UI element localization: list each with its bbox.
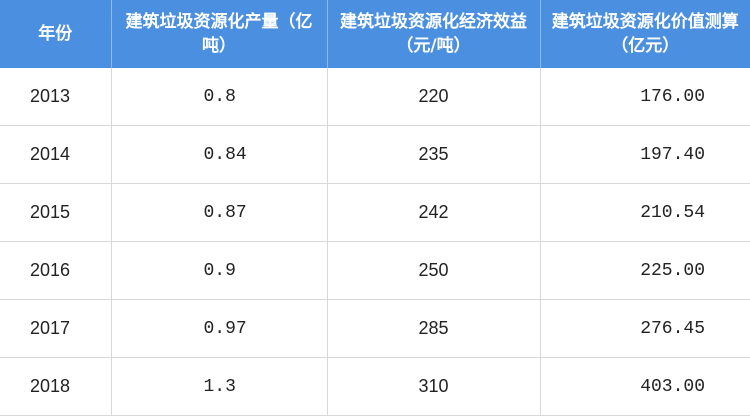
cell-output: 0.9: [111, 241, 328, 300]
table-row: 2016 0.9 250 225.00: [0, 241, 750, 300]
cell-benefit: 242: [327, 183, 541, 242]
cell-benefit: 250: [327, 241, 541, 300]
cell-benefit: 235: [327, 125, 541, 184]
cell-year: 2018: [0, 357, 112, 416]
cell-year: 2014: [0, 125, 112, 184]
cell-value: 276.45: [540, 299, 750, 358]
cell-output: 0.8: [111, 68, 328, 126]
header-year: 年份: [0, 0, 112, 68]
cell-output: 1.3: [111, 357, 328, 416]
cell-value: 197.40: [540, 125, 750, 184]
table-row: 2018 1.3 310 403.00: [0, 357, 750, 416]
cell-year: 2015: [0, 183, 112, 242]
cell-value: 225.00: [540, 241, 750, 300]
header-row: 年份 建筑垃圾资源化产量（亿吨） 建筑垃圾资源化经济效益（元/吨） 建筑垃圾资源…: [0, 0, 750, 68]
table-row: 2017 0.97 285 276.45: [0, 299, 750, 358]
cell-year: 2013: [0, 68, 112, 126]
table-row: 2014 0.84 235 197.40: [0, 125, 750, 184]
header-output: 建筑垃圾资源化产量（亿吨）: [111, 0, 328, 68]
cell-benefit: 310: [327, 357, 541, 416]
cell-value: 210.54: [540, 183, 750, 242]
cell-output: 0.97: [111, 299, 328, 358]
cell-benefit: 285: [327, 299, 541, 358]
cell-year: 2016: [0, 241, 112, 300]
cell-output: 0.87: [111, 183, 328, 242]
cell-year: 2017: [0, 299, 112, 358]
cell-value: 176.00: [540, 68, 750, 126]
table-row: 2013 0.8 220 176.00: [0, 68, 750, 126]
cell-value: 403.00: [540, 357, 750, 416]
header-value: 建筑垃圾资源化价值测算（亿元）: [540, 0, 750, 68]
cell-output: 0.84: [111, 125, 328, 184]
cell-benefit: 220: [327, 68, 541, 126]
header-benefit: 建筑垃圾资源化经济效益（元/吨）: [327, 0, 541, 68]
table-row: 2015 0.87 242 210.54: [0, 183, 750, 242]
